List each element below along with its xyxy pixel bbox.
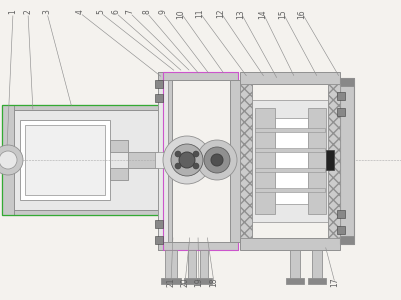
Bar	[2, 105, 160, 110]
Bar	[254, 168, 324, 172]
Bar	[239, 238, 339, 250]
Bar	[128, 152, 158, 168]
Text: 13: 13	[236, 9, 245, 19]
Bar	[229, 80, 239, 242]
Bar	[25, 125, 105, 195]
Text: 20: 20	[180, 278, 189, 287]
Bar	[239, 84, 251, 238]
Text: 15: 15	[278, 9, 287, 19]
Circle shape	[192, 163, 198, 169]
Bar	[155, 236, 162, 244]
Bar	[339, 78, 353, 244]
Bar	[307, 108, 325, 214]
Circle shape	[192, 151, 198, 157]
Bar	[20, 120, 110, 200]
Bar	[2, 210, 160, 215]
Bar	[289, 250, 299, 280]
Circle shape	[196, 140, 237, 180]
Bar	[158, 80, 168, 242]
Text: 2: 2	[23, 9, 32, 14]
Bar	[254, 128, 324, 132]
Bar	[251, 100, 327, 222]
Text: 14: 14	[258, 9, 267, 19]
Bar	[285, 278, 303, 284]
Bar	[336, 226, 344, 234]
Text: 3: 3	[43, 9, 51, 14]
Bar	[158, 72, 172, 250]
Bar	[162, 72, 237, 250]
Bar	[254, 108, 274, 214]
Text: 21: 21	[166, 278, 175, 287]
Bar	[2, 105, 160, 215]
Bar	[254, 188, 324, 192]
Text: 18: 18	[209, 278, 218, 287]
Bar	[254, 148, 324, 152]
Bar	[196, 278, 211, 284]
Text: 10: 10	[176, 9, 185, 19]
Bar	[307, 278, 325, 284]
Text: 6: 6	[111, 9, 120, 14]
Bar	[311, 250, 321, 280]
Bar	[110, 140, 128, 152]
Text: 12: 12	[216, 9, 225, 19]
Bar	[339, 78, 353, 86]
Bar	[188, 250, 196, 280]
Bar	[160, 278, 180, 284]
Bar	[200, 250, 207, 280]
Circle shape	[174, 151, 180, 157]
Bar	[155, 80, 162, 88]
Circle shape	[203, 147, 229, 173]
Bar	[155, 152, 244, 168]
Text: 4: 4	[75, 9, 84, 14]
Text: 1: 1	[8, 9, 18, 14]
Text: 5: 5	[96, 9, 105, 14]
Bar	[336, 210, 344, 218]
Bar	[336, 92, 344, 100]
Text: 16: 16	[297, 9, 306, 19]
Bar	[239, 84, 251, 238]
Text: 19: 19	[194, 278, 203, 287]
Text: 9: 9	[158, 9, 167, 14]
Bar	[327, 84, 339, 238]
Text: 11: 11	[195, 9, 204, 19]
Bar	[274, 118, 307, 204]
Bar	[110, 168, 128, 180]
Circle shape	[0, 151, 17, 169]
Bar	[158, 72, 237, 80]
Bar	[158, 242, 237, 250]
Bar	[2, 105, 160, 215]
Bar	[239, 72, 339, 84]
Bar	[155, 94, 162, 102]
Circle shape	[170, 144, 203, 176]
Text: 8: 8	[142, 9, 151, 14]
Text: 17: 17	[330, 278, 339, 287]
Bar	[155, 220, 162, 228]
Bar	[325, 150, 333, 170]
Bar	[164, 250, 176, 280]
Circle shape	[162, 136, 211, 184]
Bar	[336, 108, 344, 116]
Text: 7: 7	[125, 9, 134, 14]
Bar	[184, 278, 200, 284]
Circle shape	[174, 163, 180, 169]
Circle shape	[0, 145, 23, 175]
Bar	[339, 236, 353, 244]
Bar	[2, 105, 14, 215]
Circle shape	[178, 152, 194, 168]
Circle shape	[211, 154, 223, 166]
Bar	[327, 84, 339, 238]
